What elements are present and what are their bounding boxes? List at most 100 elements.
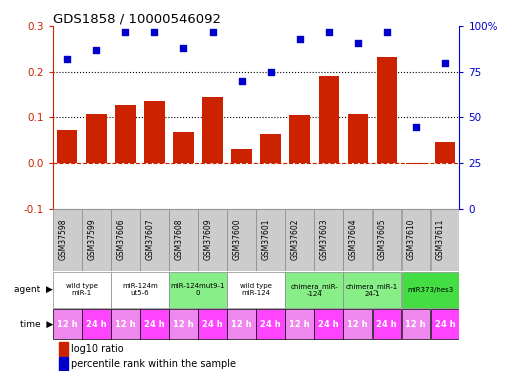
FancyBboxPatch shape — [344, 209, 372, 272]
Text: time  ▶: time ▶ — [20, 320, 53, 329]
Point — [121, 29, 130, 35]
Text: wild type
miR-124: wild type miR-124 — [240, 284, 272, 297]
FancyBboxPatch shape — [402, 309, 430, 339]
FancyBboxPatch shape — [199, 309, 227, 339]
Bar — [57, 130, 78, 163]
Text: GSM37610: GSM37610 — [407, 218, 416, 259]
Text: GSM37598: GSM37598 — [58, 218, 68, 259]
Text: agent  ▶: agent ▶ — [14, 285, 53, 294]
Bar — [347, 114, 368, 163]
Text: 12 h: 12 h — [231, 320, 252, 329]
FancyBboxPatch shape — [286, 209, 314, 272]
Point — [92, 47, 101, 53]
Bar — [376, 57, 397, 163]
FancyBboxPatch shape — [82, 309, 110, 339]
Text: 24 h: 24 h — [86, 320, 107, 329]
FancyBboxPatch shape — [82, 209, 110, 272]
Text: GSM37606: GSM37606 — [116, 218, 126, 259]
Bar — [59, 357, 68, 370]
Point — [296, 36, 304, 42]
FancyBboxPatch shape — [169, 272, 227, 308]
Text: percentile rank within the sample: percentile rank within the sample — [71, 359, 236, 369]
FancyBboxPatch shape — [286, 309, 314, 339]
Text: GSM37599: GSM37599 — [87, 218, 97, 259]
FancyBboxPatch shape — [140, 309, 168, 339]
Text: 24 h: 24 h — [318, 320, 339, 329]
FancyBboxPatch shape — [344, 309, 372, 339]
Text: GSM37604: GSM37604 — [348, 218, 358, 259]
Text: log10 ratio: log10 ratio — [71, 344, 124, 354]
Bar — [289, 115, 310, 163]
Text: GSM37611: GSM37611 — [436, 218, 445, 259]
FancyBboxPatch shape — [53, 209, 81, 272]
Text: GDS1858 / 10000546092: GDS1858 / 10000546092 — [53, 12, 221, 25]
Text: chimera_miR-
-124: chimera_miR- -124 — [290, 283, 338, 297]
Text: 24 h: 24 h — [435, 320, 455, 329]
FancyBboxPatch shape — [257, 309, 285, 339]
FancyBboxPatch shape — [140, 209, 168, 272]
FancyBboxPatch shape — [402, 209, 430, 272]
Point — [63, 56, 72, 62]
Bar — [406, 163, 426, 165]
Text: chimera_miR-1
24-1: chimera_miR-1 24-1 — [346, 283, 398, 297]
Text: 24 h: 24 h — [202, 320, 223, 329]
Bar — [318, 75, 339, 163]
Bar — [231, 149, 252, 163]
FancyBboxPatch shape — [315, 209, 343, 272]
Text: 12 h: 12 h — [115, 320, 136, 329]
FancyBboxPatch shape — [111, 309, 139, 339]
FancyBboxPatch shape — [431, 309, 459, 339]
Text: GSM37605: GSM37605 — [378, 218, 386, 259]
Point — [412, 124, 420, 130]
FancyBboxPatch shape — [257, 209, 285, 272]
FancyBboxPatch shape — [169, 209, 197, 272]
FancyBboxPatch shape — [431, 209, 459, 272]
Text: 24 h: 24 h — [260, 320, 281, 329]
Bar — [59, 342, 68, 355]
FancyBboxPatch shape — [169, 309, 197, 339]
FancyBboxPatch shape — [228, 272, 285, 308]
Point — [267, 69, 275, 75]
Bar — [144, 101, 165, 163]
Text: 12 h: 12 h — [173, 320, 194, 329]
Text: GSM37607: GSM37607 — [145, 218, 154, 259]
Text: GSM37608: GSM37608 — [174, 218, 184, 259]
Text: 12 h: 12 h — [406, 320, 426, 329]
Point — [382, 29, 391, 35]
FancyBboxPatch shape — [111, 209, 139, 272]
Point — [150, 29, 158, 35]
FancyBboxPatch shape — [199, 209, 227, 272]
Text: 12 h: 12 h — [347, 320, 368, 329]
Bar — [86, 114, 107, 163]
Bar — [173, 132, 194, 163]
Text: wild type
miR-1: wild type miR-1 — [66, 284, 98, 297]
FancyBboxPatch shape — [228, 209, 256, 272]
Point — [324, 29, 333, 35]
FancyBboxPatch shape — [286, 272, 343, 308]
Point — [180, 45, 188, 51]
Text: 12 h: 12 h — [57, 320, 78, 329]
FancyBboxPatch shape — [373, 309, 401, 339]
Text: GSM37600: GSM37600 — [232, 218, 242, 259]
Bar — [202, 96, 223, 163]
Point — [208, 29, 216, 35]
Text: GSM37603: GSM37603 — [319, 218, 328, 259]
Text: miR-124m
ut5-6: miR-124m ut5-6 — [122, 284, 158, 297]
Text: 24 h: 24 h — [376, 320, 397, 329]
Text: GSM37602: GSM37602 — [290, 218, 300, 259]
Bar — [115, 105, 136, 163]
Point — [440, 60, 449, 66]
Point — [354, 40, 362, 46]
Point — [238, 78, 246, 84]
FancyBboxPatch shape — [53, 309, 81, 339]
Bar — [260, 134, 281, 163]
Bar — [435, 142, 455, 163]
FancyBboxPatch shape — [111, 272, 168, 308]
FancyBboxPatch shape — [402, 272, 459, 308]
FancyBboxPatch shape — [344, 272, 401, 308]
FancyBboxPatch shape — [53, 272, 110, 308]
Text: 24 h: 24 h — [144, 320, 165, 329]
Text: miR373/hes3: miR373/hes3 — [407, 287, 454, 293]
FancyBboxPatch shape — [373, 209, 401, 272]
Text: GSM37609: GSM37609 — [203, 218, 212, 259]
